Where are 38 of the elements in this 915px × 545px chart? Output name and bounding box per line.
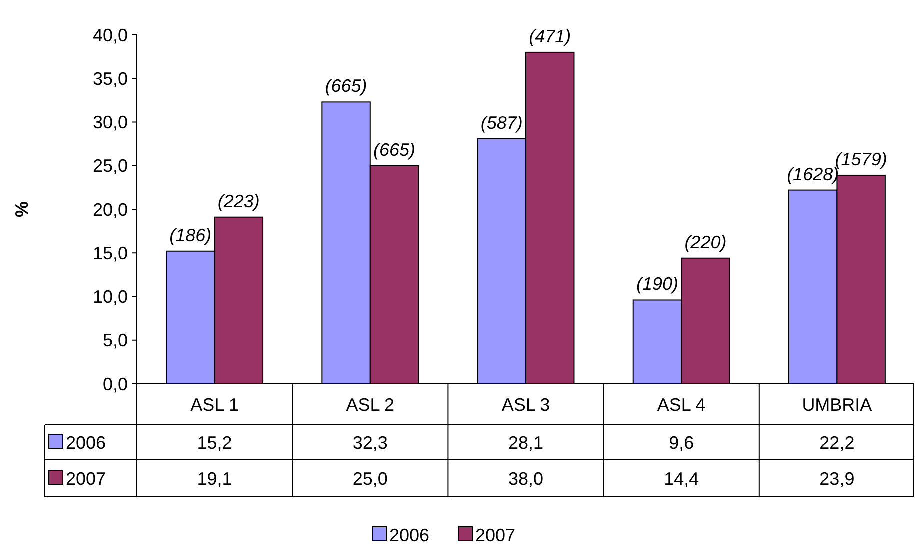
y-axis-title: % (12, 201, 32, 218)
y-tick-label: 20,0 (92, 200, 128, 220)
x-tick-label: ASL 3 (502, 394, 550, 415)
data-label: 22,2 (820, 432, 855, 453)
annotation: (186) (170, 225, 212, 246)
y-tick-label: 30,0 (92, 112, 128, 133)
data-label: 25,0 (352, 468, 388, 489)
y-tick-label: 0,0 (102, 374, 128, 394)
annotation: (665) (374, 140, 416, 160)
annotation: (190) (636, 274, 678, 294)
data-label: 14,4 (664, 468, 700, 489)
y-tick-label: 10,0 (92, 287, 128, 308)
y-tick-label: 35,0 (92, 68, 128, 89)
annotation: (471) (529, 26, 572, 46)
annotation: (220) (684, 232, 727, 252)
x-tick-label: ASL 2 (346, 394, 395, 415)
data-label: 19,1 (197, 468, 232, 489)
y-tick-label: 40,0 (92, 25, 128, 46)
data-label: 28,1 (508, 432, 544, 453)
text: 2007 (476, 525, 516, 545)
annotation: (587) (480, 112, 523, 133)
x-tick-label: UMBRIA (802, 394, 872, 415)
annotation: (223) (218, 191, 260, 212)
data-label: 32,3 (352, 432, 388, 453)
annotation: (1579) (835, 149, 888, 170)
legend-label: 2007 (66, 468, 106, 489)
y-tick-label: 15,0 (92, 243, 128, 264)
x-tick-label: ASL 1 (190, 394, 239, 415)
legend-label: 2006 (66, 432, 106, 453)
data-label: 23,9 (820, 468, 855, 489)
y-tick-label: 5,0 (102, 330, 128, 351)
data-label: 15,2 (197, 432, 232, 453)
data-label: 38,0 (508, 468, 544, 489)
x-tick-label: ASL 4 (657, 394, 706, 415)
annotation: (665) (325, 76, 368, 96)
text: 2006 (390, 525, 430, 545)
data-label: 9,6 (669, 432, 694, 453)
y-tick-label: 25,0 (92, 156, 128, 176)
